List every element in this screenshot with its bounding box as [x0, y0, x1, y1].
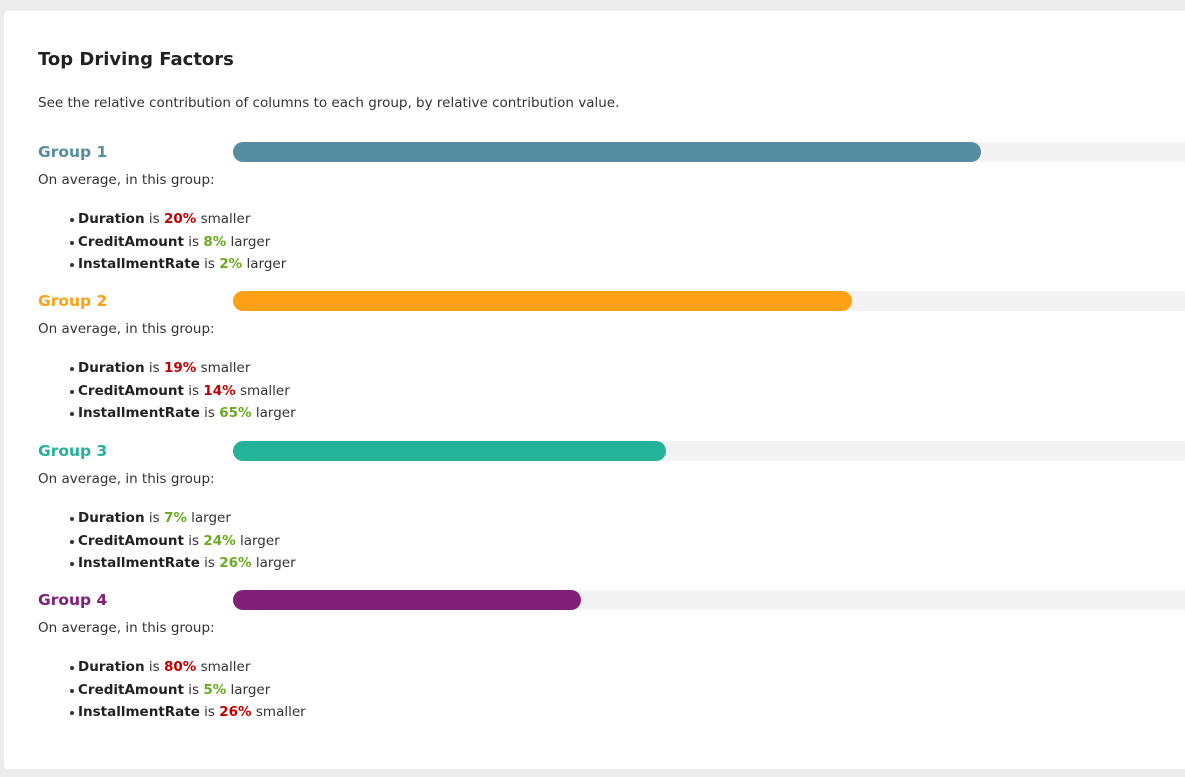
factor-list: Duration is 7% larger CreditAmount is 24%…	[70, 507, 296, 575]
group-section: Group 1 On average, in this group: Duratio…	[4, 141, 1185, 291]
panel-title: Top Driving Factors	[38, 49, 234, 70]
contribution-bar-track	[233, 441, 1185, 461]
contribution-bar-fill	[233, 441, 666, 461]
factor-direction: smaller	[255, 704, 306, 720]
factor-percent: 65%	[219, 405, 252, 421]
factor-name: InstallmentRate	[78, 256, 200, 272]
factor-item: CreditAmount is 24% larger	[70, 530, 296, 553]
factor-verb: is	[183, 233, 204, 250]
factor-verb: is	[144, 211, 164, 227]
factor-direction: larger	[230, 681, 271, 698]
group-summary: On average, in this group:	[38, 321, 215, 337]
factor-name: CreditAmount	[78, 681, 184, 698]
factor-direction: smaller	[239, 382, 290, 399]
contribution-bar-fill	[233, 291, 852, 311]
factor-item: CreditAmount is 14% smaller	[70, 380, 296, 403]
group-label: Group 4	[38, 591, 108, 609]
factor-percent: 20%	[163, 211, 197, 227]
factor-list: Duration is 19% smaller CreditAmount is 1…	[70, 357, 296, 425]
factor-list: Duration is 80% smaller CreditAmount is 5…	[70, 656, 306, 724]
group-summary: On average, in this group:	[38, 620, 215, 636]
factor-direction: larger	[239, 532, 280, 549]
factor-name: CreditAmount	[78, 382, 184, 399]
factor-item: Duration is 7% larger	[70, 507, 296, 530]
factor-name: Duration	[78, 211, 145, 227]
factor-verb: is	[144, 360, 164, 376]
group-label: Group 2	[38, 292, 108, 310]
factor-name: InstallmentRate	[78, 405, 200, 421]
factor-percent: 5%	[203, 681, 227, 698]
factor-name: CreditAmount	[78, 233, 184, 250]
factor-item: InstallmentRate is 26% smaller	[70, 701, 306, 724]
factor-item: InstallmentRate is 65% larger	[70, 402, 296, 425]
factor-direction: larger	[191, 510, 231, 526]
group-section: Group 4 On average, in this group: Duratio…	[4, 589, 1185, 739]
contribution-bar-track	[233, 590, 1185, 610]
contribution-bar-track	[233, 291, 1185, 311]
factor-item: Duration is 19% smaller	[70, 357, 296, 380]
factor-percent: 7%	[163, 510, 187, 526]
factor-direction: larger	[230, 233, 271, 250]
group-section: Group 2 On average, in this group: Duratio…	[4, 290, 1185, 440]
factor-list: Duration is 20% smaller CreditAmount is 8…	[69, 208, 287, 276]
factor-direction: larger	[246, 256, 287, 272]
group-summary: On average, in this group:	[38, 172, 215, 188]
group-label: Group 3	[38, 442, 108, 460]
factor-verb: is	[199, 555, 220, 571]
panel-description: See the relative contribution of columns…	[38, 95, 620, 111]
factor-percent: 80%	[163, 659, 197, 675]
factor-item: CreditAmount is 5% larger	[70, 679, 306, 702]
factor-item: CreditAmount is 8% larger	[69, 231, 286, 254]
factor-percent: 24%	[203, 532, 236, 549]
driving-factors-panel: Top Driving Factors See the relative con…	[4, 11, 1185, 769]
factor-percent: 2%	[219, 256, 243, 272]
factor-percent: 19%	[163, 360, 197, 376]
group-label: Group 1	[38, 143, 108, 161]
group-section: Group 3 On average, in this group: Duratio…	[4, 440, 1185, 590]
factor-verb: is	[183, 681, 204, 698]
factor-item: Duration is 20% smaller	[69, 208, 286, 231]
factor-percent: 14%	[203, 382, 236, 399]
factor-verb: is	[183, 532, 204, 549]
factor-verb: is	[144, 510, 164, 526]
factor-verb: is	[199, 704, 220, 720]
factor-item: InstallmentRate is 26% larger	[70, 552, 296, 575]
factor-verb: is	[199, 256, 220, 272]
contribution-bar-fill	[233, 142, 981, 162]
factor-name: Duration	[78, 510, 145, 526]
factor-percent: 26%	[219, 704, 252, 720]
factor-direction: larger	[255, 555, 296, 571]
factor-direction: larger	[255, 405, 296, 421]
factor-name: InstallmentRate	[78, 704, 200, 720]
factor-name: InstallmentRate	[78, 555, 200, 571]
factor-name: Duration	[78, 659, 145, 675]
factor-item: Duration is 80% smaller	[70, 656, 306, 679]
factor-verb: is	[183, 382, 204, 399]
factor-verb: is	[199, 405, 220, 421]
factor-item: InstallmentRate is 2% larger	[69, 253, 287, 276]
group-summary: On average, in this group:	[38, 471, 215, 487]
contribution-bar-fill	[233, 590, 581, 610]
factor-direction: smaller	[200, 360, 251, 376]
factor-percent: 26%	[219, 555, 252, 571]
factor-percent: 8%	[203, 233, 227, 250]
factor-name: Duration	[78, 360, 145, 376]
factor-verb: is	[144, 659, 164, 675]
contribution-bar-track	[233, 142, 1185, 162]
factor-direction: smaller	[200, 211, 251, 227]
factor-name: CreditAmount	[78, 532, 184, 549]
factor-direction: smaller	[200, 659, 251, 675]
